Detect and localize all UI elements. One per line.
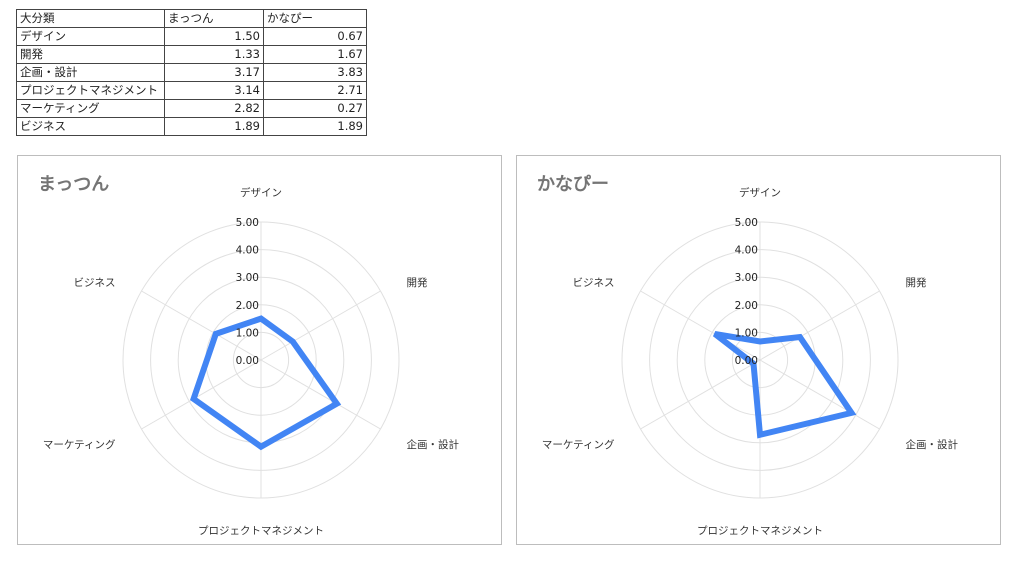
tick-label: 4.00 (735, 245, 758, 257)
spoke-line (260, 290, 381, 361)
radar-chart-kanapi[interactable]: かなぴー 0.00 1.00 2.00 3.00 4.00 5.00 デザイン開発企画・設計… (516, 155, 1001, 545)
table-cell[interactable]: ビジネス (16, 117, 165, 136)
data-table: 大分類 まっつん かなぴー デザイン 1.50 0.67 開発 1.33 1.6… (16, 9, 367, 136)
tick-label: 2.00 (236, 300, 259, 312)
spoke-line (640, 290, 761, 361)
table-row: プロジェクトマネジメント 3.14 2.71 (16, 81, 367, 100)
table-cell[interactable]: 1.89 (164, 117, 264, 136)
table-cell[interactable]: 3.17 (164, 63, 264, 82)
table-row: ビジネス 1.89 1.89 (16, 117, 367, 136)
spoke-line (141, 290, 262, 361)
spoke-line (640, 359, 761, 430)
table-row: 企画・設計 3.17 3.83 (16, 63, 367, 82)
table-cell[interactable]: 1.67 (263, 45, 367, 64)
table-cell[interactable]: デザイン (16, 27, 165, 46)
tick-label: 0.00 (735, 355, 758, 367)
tick-label: 5.00 (735, 217, 758, 229)
header-cell-category[interactable]: 大分類 (16, 9, 165, 28)
axis-label: ビジネス (573, 277, 615, 289)
spoke-line (141, 359, 262, 430)
table-cell[interactable]: 開発 (16, 45, 165, 64)
table-cell[interactable]: 1.50 (164, 27, 264, 46)
radar-chart-svg: かなぴー 0.00 1.00 2.00 3.00 4.00 5.00 デザイン開発企画・設計… (537, 174, 959, 537)
chart-title: まっつん (38, 174, 109, 195)
axis-label: プロジェクトマネジメント (198, 525, 324, 537)
series-polygon (712, 330, 857, 439)
spoke-line (759, 359, 880, 430)
table-cell[interactable]: プロジェクトマネジメント (16, 81, 165, 100)
radar-chart-mattsun[interactable]: まっつん 0.00 1.00 2.00 3.00 4.00 5.00 デザイン開発企画・設計… (17, 155, 502, 545)
tick-label: 1.00 (236, 327, 259, 339)
tick-label: 5.00 (236, 217, 259, 229)
axis-label: 開発 (906, 276, 927, 289)
tick-label: 1.00 (735, 327, 758, 339)
spoke-line (759, 290, 880, 361)
table-cell[interactable]: 0.67 (263, 27, 367, 46)
table-cell[interactable]: 3.14 (164, 81, 264, 100)
tick-label: 3.00 (236, 272, 259, 284)
axis-label: デザイン (739, 186, 781, 199)
tick-label: 0.00 (236, 355, 259, 367)
axis-label: マーケティング (43, 438, 116, 451)
axis-label: マーケティング (542, 438, 615, 451)
axis-label: プロジェクトマネジメント (697, 525, 823, 537)
table-row: 開発 1.33 1.67 (16, 45, 367, 64)
table-cell[interactable]: 1.33 (164, 45, 264, 64)
table-cell[interactable]: 2.82 (164, 99, 264, 118)
table-cell[interactable]: 1.89 (263, 117, 367, 136)
table-cell[interactable]: 3.83 (263, 63, 367, 82)
axis-label: 開発 (407, 276, 428, 289)
header-cell-kanapi[interactable]: かなぴー (263, 9, 367, 28)
axis-label: ビジネス (74, 277, 116, 289)
table-cell[interactable]: 企画・設計 (16, 63, 165, 82)
tick-label: 3.00 (735, 272, 758, 284)
tick-label: 4.00 (236, 245, 259, 257)
axis-label: 企画・設計 (906, 438, 959, 451)
table-header-row: 大分類 まっつん かなぴー (16, 9, 367, 28)
tick-label: 2.00 (735, 300, 758, 312)
table-cell[interactable]: 2.71 (263, 81, 367, 100)
table-cell[interactable]: 0.27 (263, 99, 367, 118)
table-cell[interactable]: マーケティング (16, 99, 165, 118)
chart-title: かなぴー (537, 174, 609, 195)
header-cell-mattsun[interactable]: まっつん (164, 9, 264, 28)
spoke-line (260, 359, 381, 430)
axis-label: デザイン (240, 186, 282, 199)
table-row: マーケティング 2.82 0.27 (16, 99, 367, 118)
table-row: デザイン 1.50 0.67 (16, 27, 367, 46)
series-polygon (190, 315, 342, 451)
axis-label: 企画・設計 (407, 438, 460, 451)
radar-chart-svg: まっつん 0.00 1.00 2.00 3.00 4.00 5.00 デザイン開発企画・設計… (38, 174, 460, 537)
